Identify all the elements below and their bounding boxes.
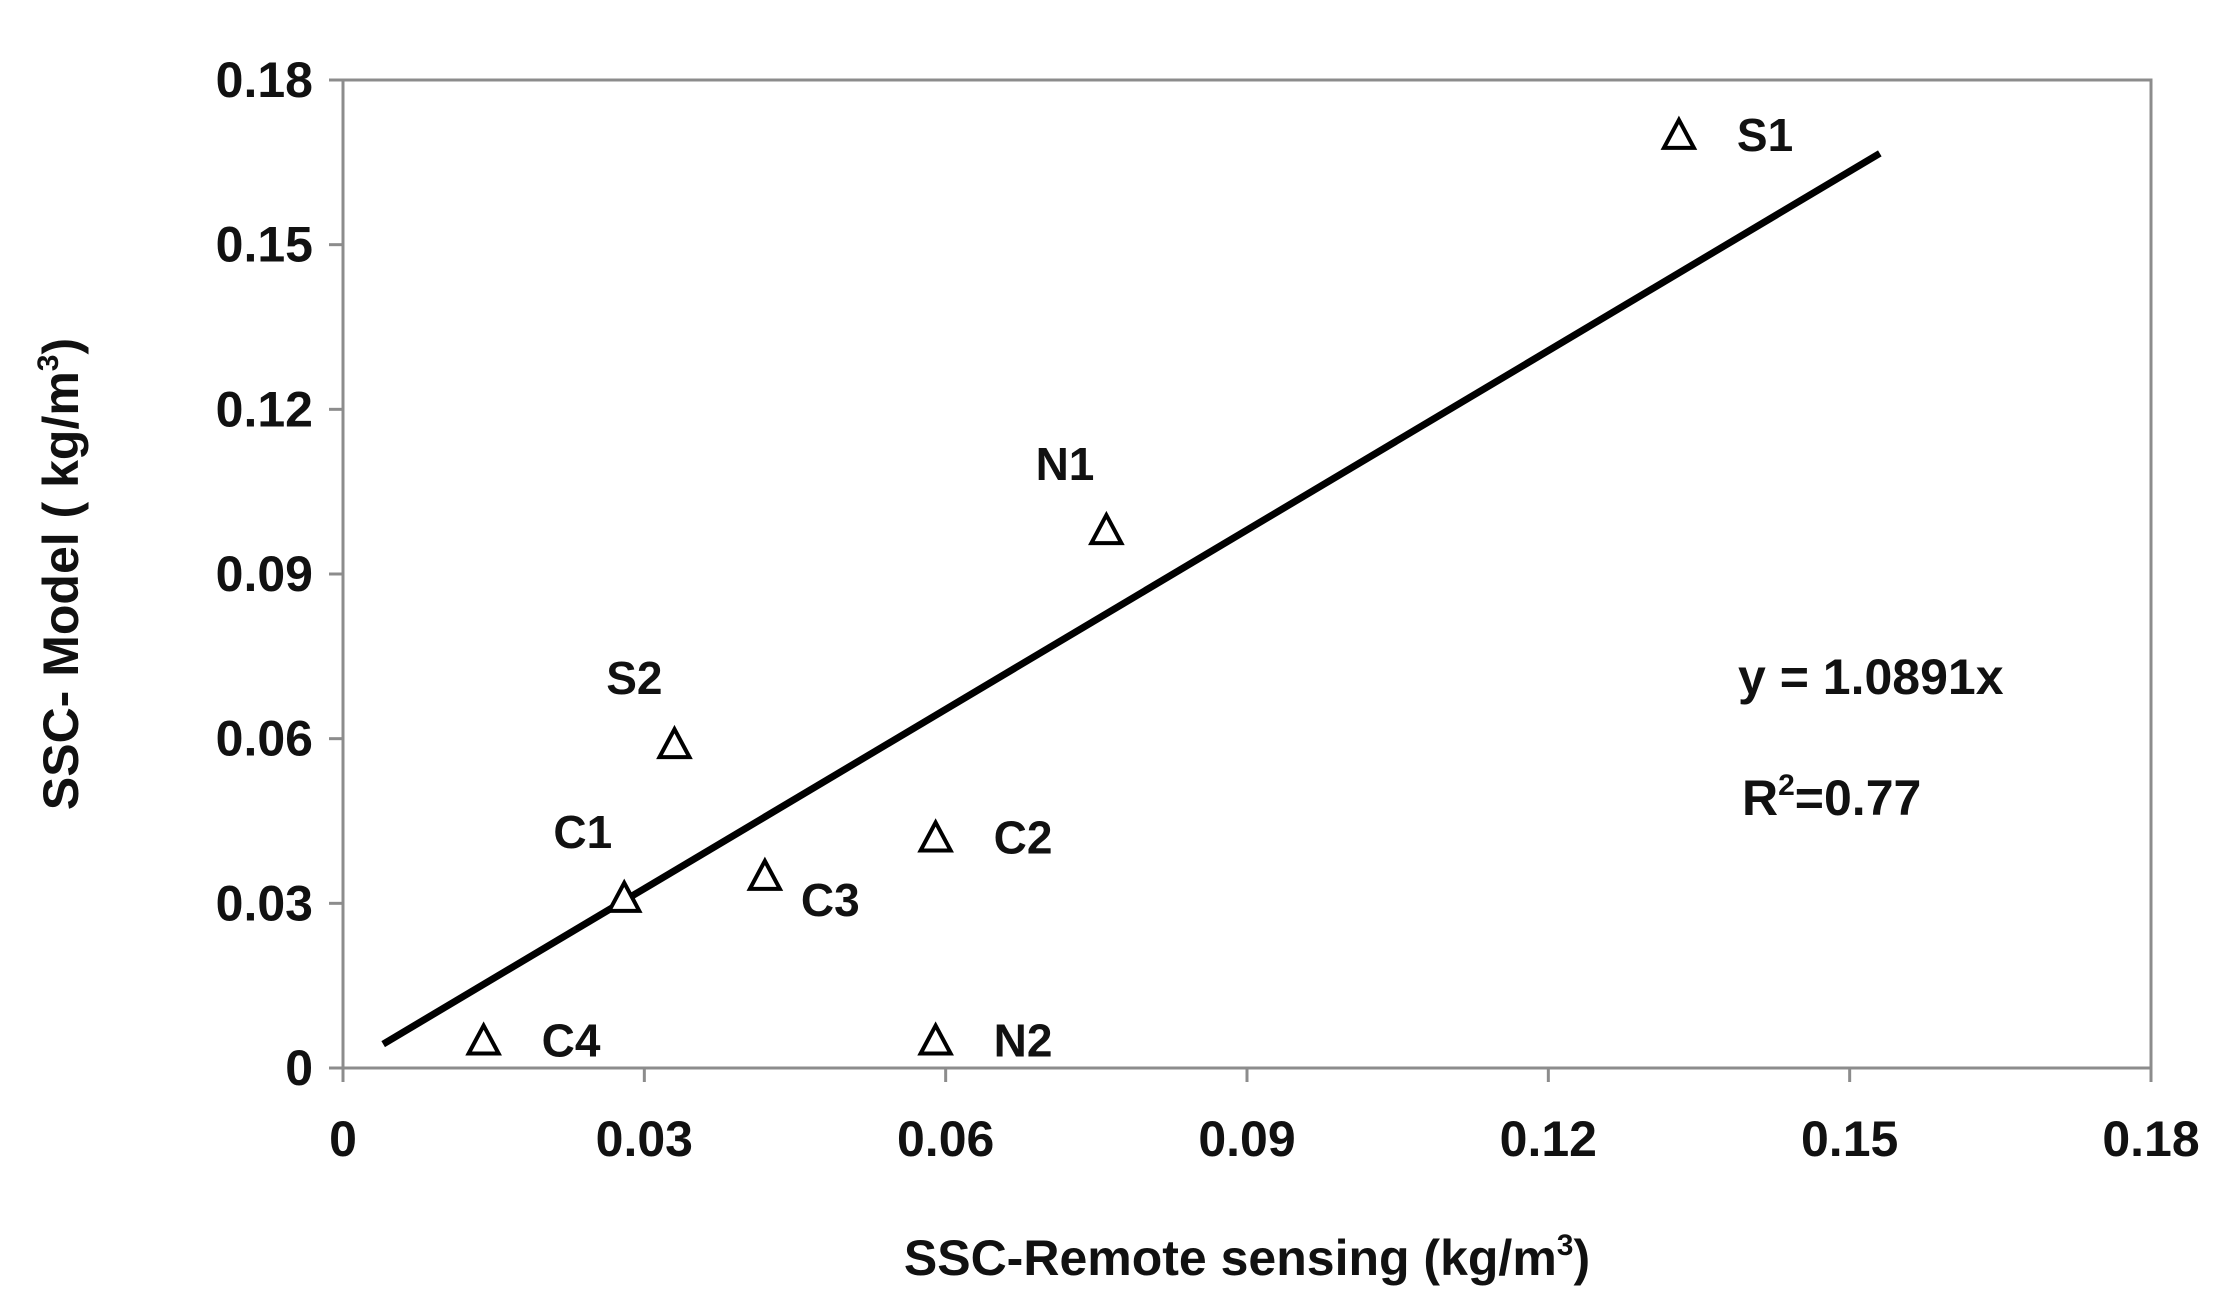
y-axis: 0 0.03 0.06 0.09 0.12 0.15 0.18 [216, 52, 343, 1096]
x-tick-label: 0.12 [1500, 1111, 1597, 1167]
point-label-n1: N1 [1036, 438, 1095, 490]
y-tick-label: 0.06 [216, 711, 313, 767]
x-tick-label: 0.09 [1198, 1111, 1295, 1167]
x-tick-label: 0.03 [596, 1111, 693, 1167]
y-tick-label: 0.15 [216, 217, 313, 273]
x-tick-label: 0 [329, 1111, 357, 1167]
point-label-c3: C3 [801, 874, 860, 926]
y-tick-label: 0.09 [216, 546, 313, 602]
point-label-c2: C2 [994, 811, 1053, 863]
y-axis-title: SSC- Model ( kg/m3) [32, 338, 89, 810]
point-label-n2: N2 [994, 1015, 1053, 1067]
x-axis: 0 0.03 0.06 0.09 0.12 0.15 0.18 [329, 1068, 2200, 1167]
x-tick-label: 0.15 [1801, 1111, 1898, 1167]
x-tick-label: 0.06 [897, 1111, 994, 1167]
plot-frame [341, 78, 2153, 1070]
data-point-s1 [1660, 115, 1698, 150]
data-point-c4 [465, 1021, 502, 1056]
x-tick-label: 0.18 [2102, 1111, 2199, 1167]
x-axis-title: SSC-Remote sensing (kg/m3) [904, 1229, 1590, 1286]
y-tick-label: 0.03 [216, 875, 313, 931]
point-label-c1: C1 [553, 806, 612, 858]
data-point-s2 [656, 724, 693, 760]
data-points: S1 N1 S2 C1 C2 C3 C4 N2 [465, 109, 1793, 1067]
point-label-c4: C4 [542, 1015, 601, 1067]
data-point-c2 [917, 818, 954, 853]
point-label-s1: S1 [1737, 109, 1793, 161]
trendline-equation: y = 1.0891x [1738, 649, 2004, 705]
data-point-n1 [1088, 510, 1125, 546]
data-point-c3 [746, 856, 784, 891]
r-squared-label: R2=0.77 [1742, 769, 1921, 826]
data-point-c1 [605, 878, 643, 913]
y-tick-label: 0.12 [216, 381, 313, 437]
y-tick-label: 0 [285, 1040, 313, 1096]
point-label-s2: S2 [606, 652, 662, 704]
data-point-n2 [917, 1021, 954, 1056]
y-tick-label: 0.18 [216, 52, 313, 108]
